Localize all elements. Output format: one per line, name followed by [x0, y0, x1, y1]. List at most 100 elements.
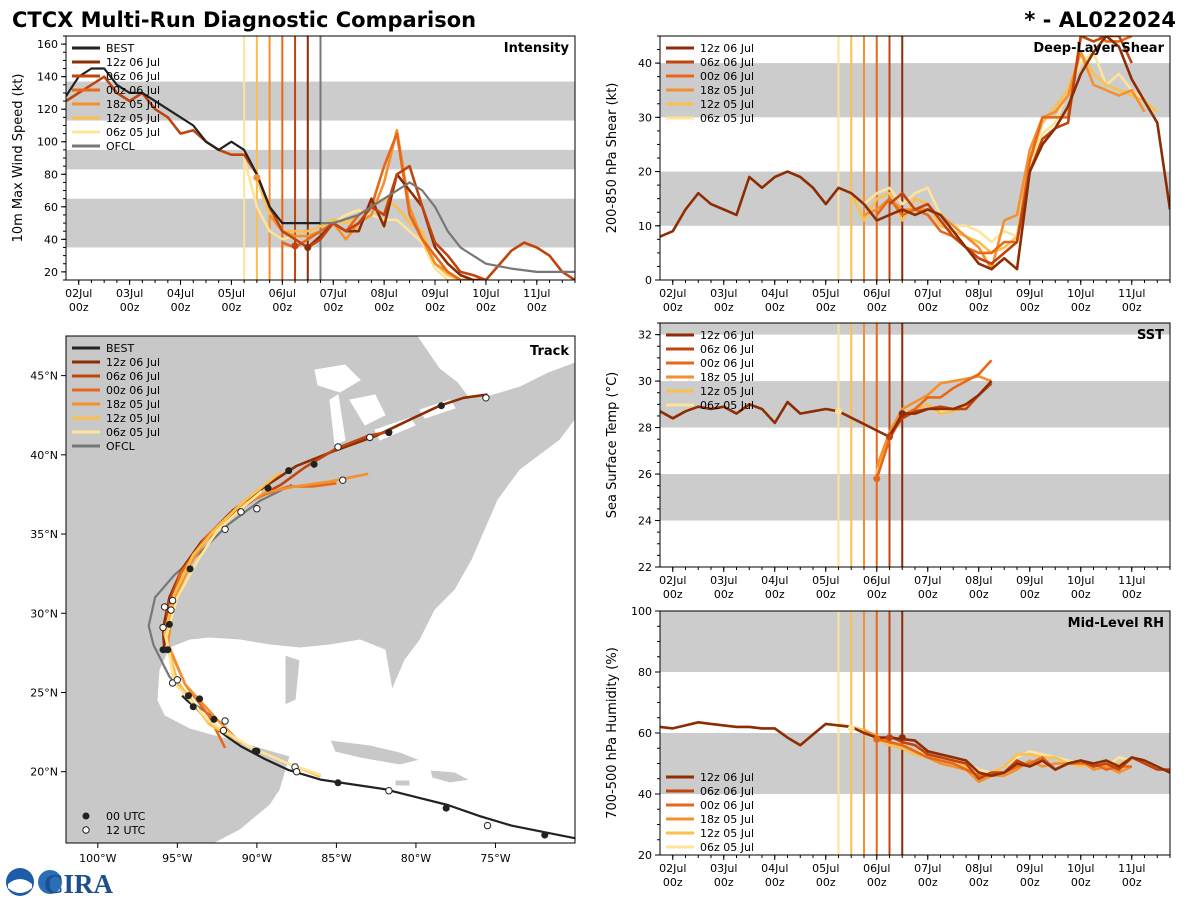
- series-line: [660, 720, 1170, 778]
- y-tick-label: 60: [638, 727, 652, 740]
- x-tick-sublabel: 00z: [1020, 301, 1040, 314]
- legend-00utc-marker: [82, 812, 90, 820]
- y-tick-label: 40: [638, 57, 652, 70]
- track-point-00utc: [541, 831, 549, 839]
- x-tick-sublabel: 00z: [69, 301, 89, 314]
- sst-title: SST: [1137, 328, 1164, 343]
- great-lake: [374, 417, 416, 441]
- track-point-12utc: [159, 623, 167, 632]
- legend-label: 00z 06 Jul: [106, 384, 160, 397]
- legend-label: 06z 05 Jul: [106, 126, 160, 139]
- x-tick-sublabel: 00z: [171, 301, 191, 314]
- series-marker: [873, 475, 881, 483]
- series-line: [888, 36, 1133, 266]
- y-tick-label: 0: [645, 274, 652, 287]
- legend-label: BEST: [106, 342, 134, 355]
- x-tick-label: 03Jul: [710, 862, 737, 875]
- y-tick-label: 26: [638, 468, 652, 481]
- legend-label: OFCL: [106, 440, 136, 453]
- y-tick-label: 100: [37, 136, 58, 149]
- legend-label: 12z 06 Jul: [106, 56, 160, 69]
- track-plot-area: [66, 336, 575, 843]
- legend-12utc-label: 12 UTC: [106, 824, 146, 837]
- track-title: Track: [530, 344, 569, 359]
- lat-tick-label: 20°N: [30, 766, 58, 779]
- track-point-12utc: [221, 717, 229, 725]
- land-cuba: [329, 739, 422, 766]
- x-tick-sublabel: 00z: [1122, 301, 1142, 314]
- track-panel: 100°W 95°W 90°W 85°W 80°W 75°W 20°N 25°N 30°N 35°…: [30, 335, 576, 865]
- lat-tick-label: 30°N: [30, 607, 58, 620]
- x-tick-sublabel: 00z: [663, 301, 683, 314]
- figure-title: CTCX Multi-Run Diagnostic Comparison: [12, 8, 476, 32]
- y-tick-label: 10: [638, 220, 652, 233]
- lat-tick-label: 35°N: [30, 528, 58, 541]
- y-tick-label: 20: [638, 166, 652, 179]
- rh-title: Mid-Level RH: [1068, 616, 1164, 631]
- track-point-00utc: [184, 692, 192, 700]
- x-tick-label: 05Jul: [812, 287, 839, 300]
- x-tick-label: 02Jul: [659, 574, 686, 587]
- x-tick-label: 07Jul: [914, 287, 941, 300]
- track-point-12utc: [385, 787, 393, 795]
- y-tick-label: 32: [638, 329, 652, 342]
- x-tick-sublabel: 00z: [714, 588, 734, 601]
- shear-band: [660, 63, 1170, 118]
- x-tick-sublabel: 00z: [222, 301, 242, 314]
- x-tick-sublabel: 00z: [1020, 588, 1040, 601]
- x-tick-sublabel: 00z: [969, 301, 989, 314]
- x-tick-label: 08Jul: [370, 287, 397, 300]
- x-tick-label: 06Jul: [269, 287, 296, 300]
- x-tick-label: 08Jul: [965, 287, 992, 300]
- y-tick-label: 30: [638, 375, 652, 388]
- x-tick-label: 06Jul: [863, 287, 890, 300]
- track-point-00utc: [264, 484, 272, 492]
- legend-label: 12z 05 Jul: [106, 412, 160, 425]
- cira-globe-icon: [38, 870, 62, 894]
- x-tick-sublabel: 00z: [323, 301, 343, 314]
- lon-tick-label: 80°W: [401, 852, 431, 865]
- y-tick-label: 80: [44, 168, 58, 181]
- x-tick-sublabel: 00z: [918, 301, 938, 314]
- x-tick-sublabel: 00z: [527, 301, 547, 314]
- legend-label: 12z 05 Jul: [700, 98, 754, 111]
- shear-title: Deep-Layer Shear: [1033, 41, 1164, 56]
- y-tick-label: 160: [37, 38, 58, 51]
- track-point-00utc: [189, 703, 197, 711]
- y-tick-label: 120: [37, 103, 58, 116]
- legend-label: 06z 06 Jul: [700, 343, 754, 356]
- legend-12utc-marker: [82, 826, 90, 834]
- legend-label: 12z 05 Jul: [700, 827, 754, 840]
- intensity-plot-area: [66, 36, 575, 280]
- legend-label: 00z 06 Jul: [700, 357, 754, 370]
- lat-tick-label: 25°N: [30, 686, 58, 699]
- x-tick-label: 11Jul: [523, 287, 550, 300]
- series-line: [66, 67, 321, 225]
- series-marker: [835, 407, 842, 415]
- series-marker: [873, 735, 881, 743]
- series-marker: [847, 724, 855, 732]
- cira-logo: CIRA: [6, 868, 114, 899]
- track-line: [164, 490, 321, 777]
- track-point-12utc: [292, 768, 301, 776]
- lon-tick-label: 90°W: [242, 852, 272, 865]
- track-point-12utc: [221, 525, 229, 533]
- x-tick-label: 10Jul: [1067, 574, 1094, 587]
- x-tick-label: 11Jul: [1118, 287, 1145, 300]
- legend-label: 06z 06 Jul: [700, 56, 754, 69]
- y-tick-label: 40: [44, 233, 58, 246]
- y-tick-label: 100: [631, 605, 652, 618]
- y-tick-label: 20: [638, 849, 652, 862]
- sst-ylabel: Sea Surface Temp (°C): [605, 372, 620, 519]
- rh-panel: 2040608010002Jul00z03Jul00z04Jul00z05Jul…: [605, 605, 1171, 889]
- x-tick-sublabel: 00z: [867, 588, 887, 601]
- y-tick-label: 60: [44, 201, 58, 214]
- land-north-america: [66, 336, 575, 843]
- track-point-12utc: [253, 504, 261, 513]
- legend-label: 18z 05 Jul: [700, 371, 754, 384]
- track-point-00utc: [210, 715, 218, 723]
- land-florida: [284, 654, 301, 706]
- series-marker: [898, 410, 906, 418]
- legend-label: 12z 05 Jul: [700, 385, 754, 398]
